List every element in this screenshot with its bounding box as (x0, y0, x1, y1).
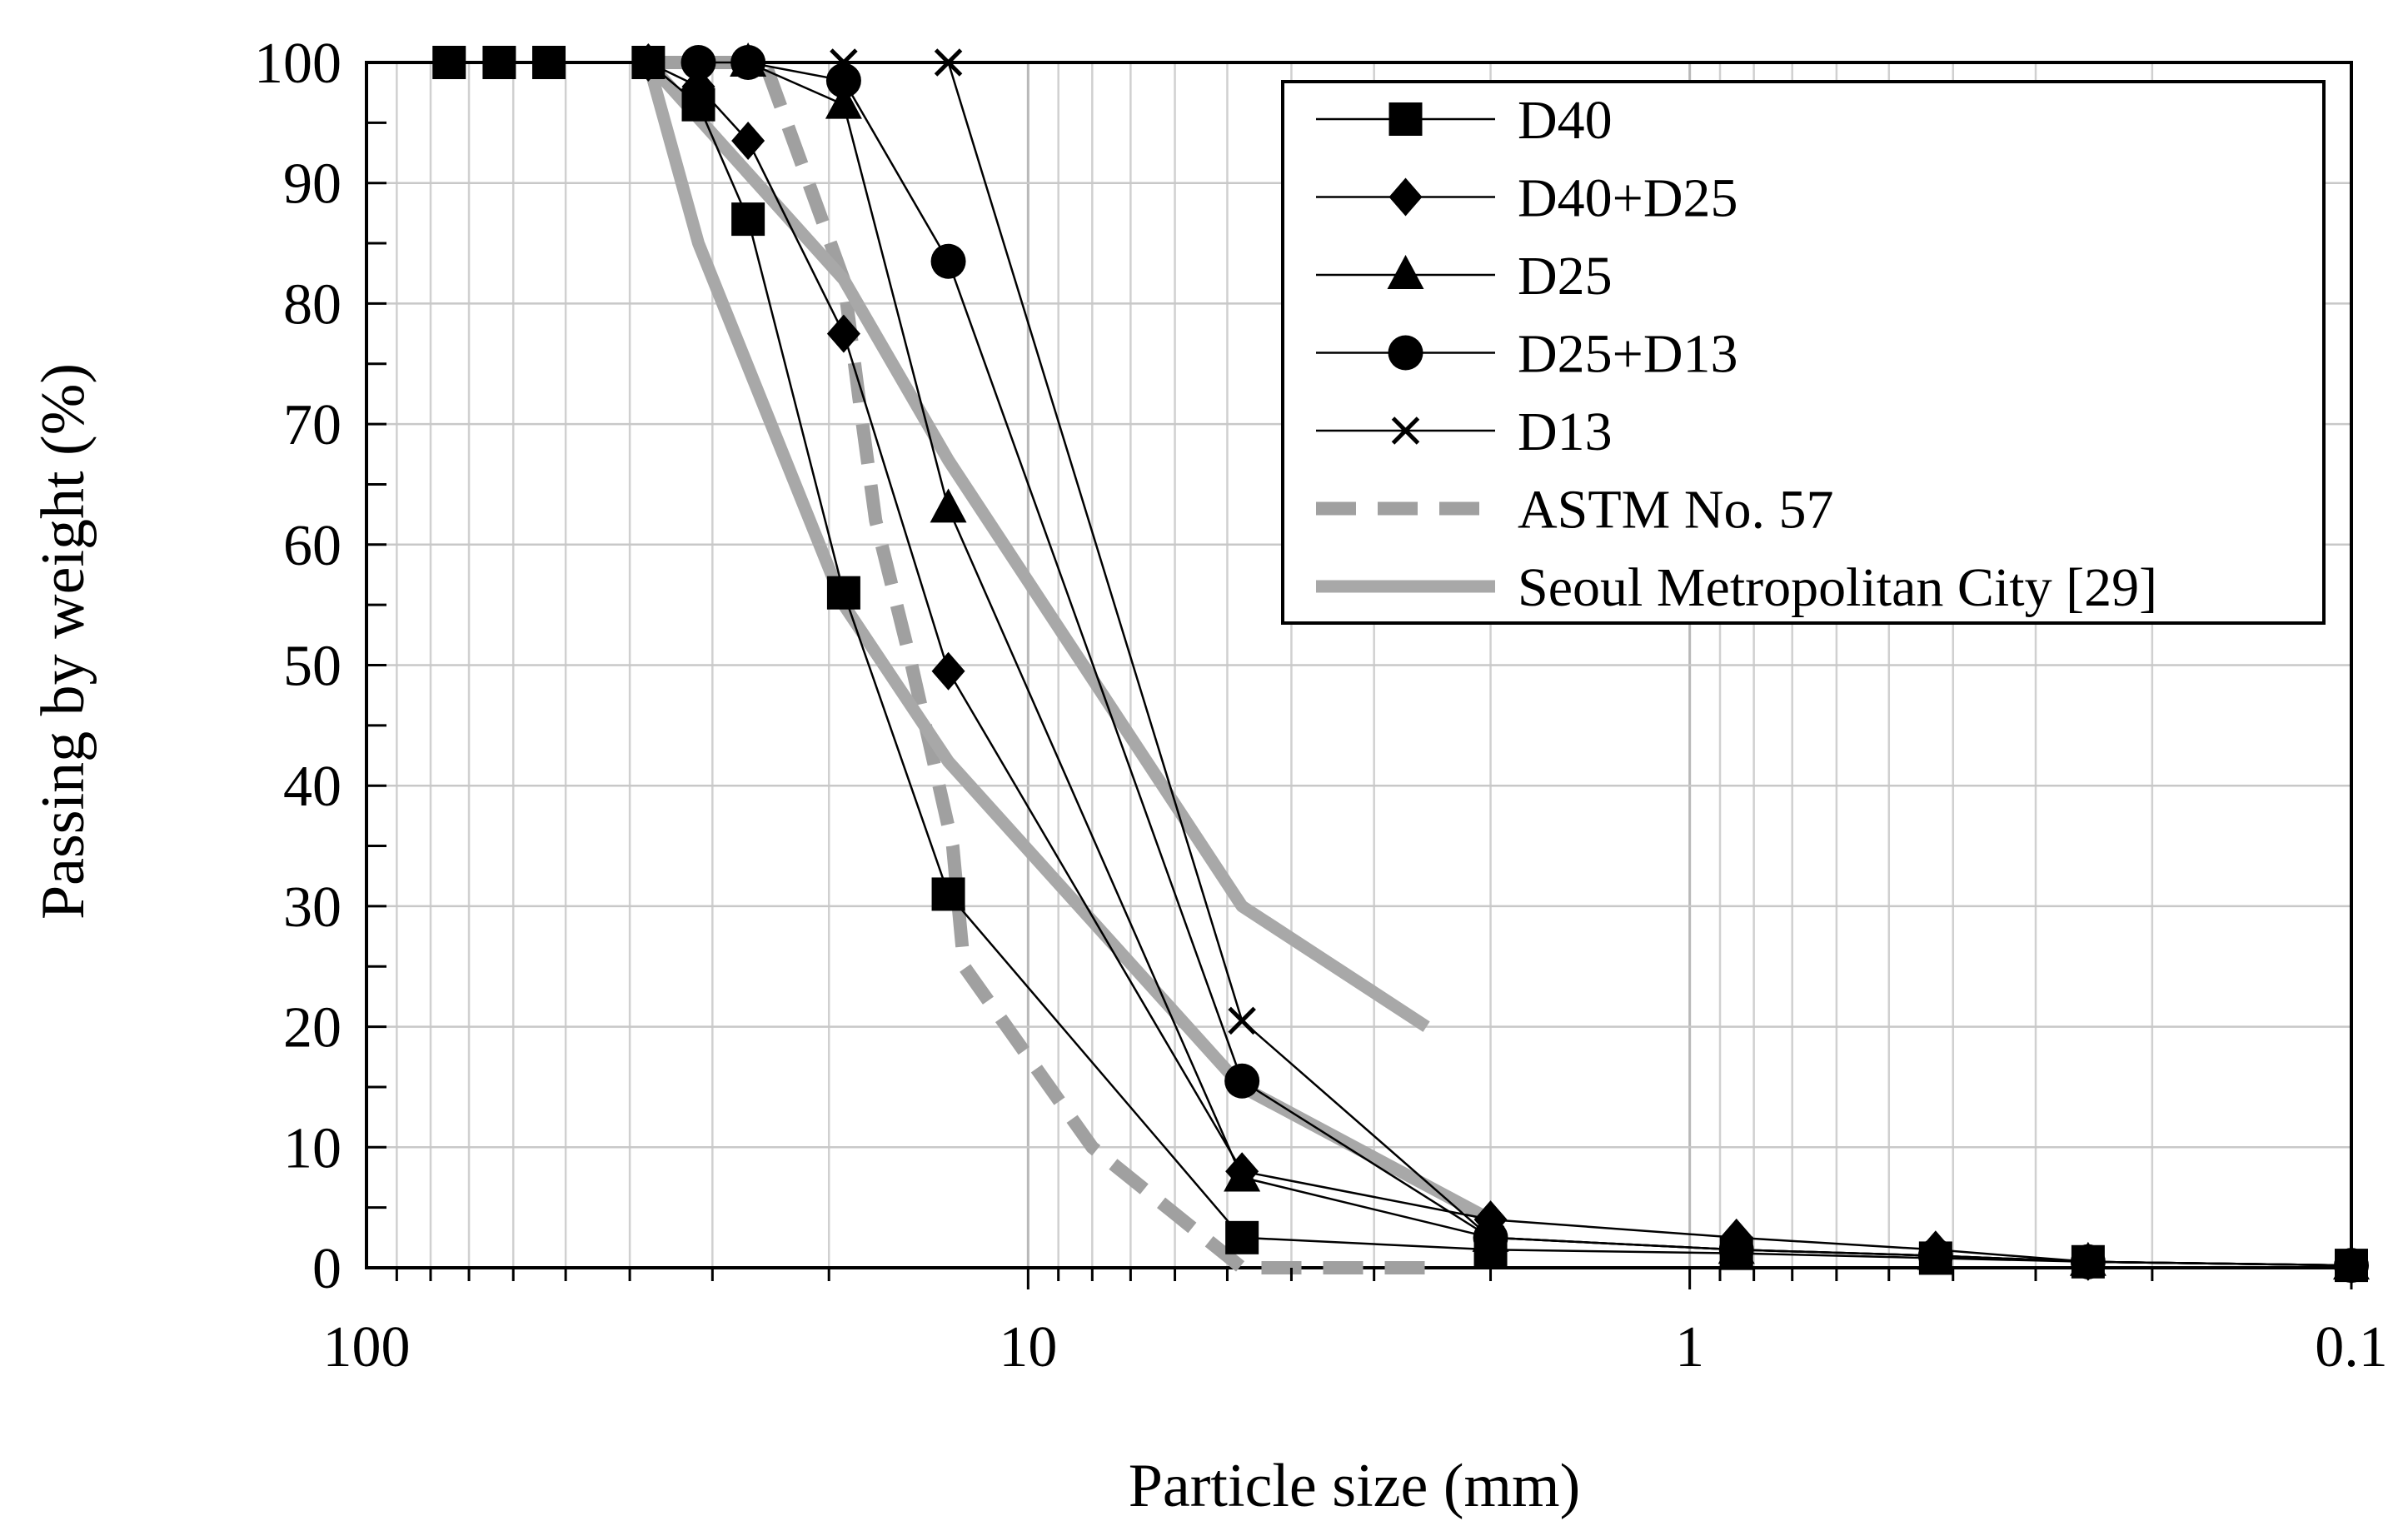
x-marker-stroke (830, 48, 858, 77)
legend-item-d40-d25: D40+D25 (1316, 168, 1738, 229)
legend-label: D25 (1518, 246, 1613, 307)
legend-label: ASTM No. 57 (1518, 480, 1834, 541)
y-tick-label: 20 (283, 996, 342, 1060)
legend-label: D40 (1518, 90, 1613, 151)
legend-item-astm-no-57: ASTM No. 57 (1316, 480, 1834, 541)
legend-item-seoul-metropolitan-city-29: Seoul Metropolitan City [29] (1316, 557, 2157, 618)
data-point-d25 (1224, 1157, 1261, 1192)
data-point-d25-d13 (930, 243, 966, 279)
x-axis-title: Particle size (mm) (1129, 1452, 1580, 1520)
legend-label: D13 (1518, 401, 1613, 462)
data-point-d25-d13 (825, 62, 861, 98)
data-point-d40 (931, 877, 965, 911)
series-seoul-metropolitan-city-29 (643, 57, 1430, 1032)
data-point-d25-d13 (1224, 1063, 1260, 1099)
legend-item-d40: D40 (1316, 90, 1613, 151)
data-point-d40 (1225, 1220, 1259, 1254)
series-astm-no-57 (648, 56, 1443, 1274)
x-tick-label: 100 (323, 1315, 411, 1379)
y-axis-title: Passing by weight (%) (29, 363, 97, 920)
y-tick-label: 0 (312, 1237, 342, 1301)
data-point-d40-d25 (631, 43, 666, 82)
legend-label: D40+D25 (1518, 168, 1738, 229)
series-d13 (830, 48, 2366, 1279)
legend-label: D25+D13 (1518, 324, 1738, 385)
data-point-d13 (2337, 1251, 2366, 1279)
data-point-d25 (930, 488, 967, 523)
data-point-d13 (830, 48, 858, 77)
legend-item-d25-d13: D25+D13 (1316, 324, 1738, 385)
y-tick-label: 80 (283, 272, 342, 337)
data-point-d25-d13 (730, 45, 766, 80)
legend-swatch-marker (1388, 102, 1423, 136)
x-marker-stroke (1228, 1006, 1256, 1035)
data-point-d40-d25 (931, 651, 965, 691)
x-tick-label: 1 (1675, 1315, 1704, 1379)
y-tick-label: 10 (283, 1116, 342, 1180)
data-point-d25-d13 (681, 45, 716, 80)
data-point-d13 (1922, 1241, 1950, 1270)
data-point-d13 (1228, 1006, 1256, 1035)
x-marker-stroke (934, 48, 963, 77)
data-point-d13 (2074, 1247, 2102, 1276)
series-line-seoul-metropolitan-city-29 (643, 57, 1430, 1032)
data-point-d13 (934, 48, 963, 77)
y-tick-label: 50 (283, 635, 342, 699)
y-tick-label: 30 (283, 875, 342, 940)
legend-swatch-marker (1388, 177, 1423, 217)
x-marker-stroke (2337, 1251, 2366, 1279)
x-marker-stroke (1922, 1241, 1950, 1270)
y-tick-label: 70 (283, 393, 342, 457)
y-tick-label: 100 (254, 32, 342, 96)
legend-label: Seoul Metropolitan City [29] (1518, 557, 2157, 618)
data-point-d25 (825, 84, 862, 119)
x-marker-stroke (1722, 1235, 1751, 1264)
data-point-d40 (826, 576, 860, 610)
data-point-d13 (1722, 1235, 1751, 1264)
series-seoul-metropolitan-city-29 (642, 60, 1494, 1225)
legend-box (1281, 80, 2326, 625)
series-line-astm-no-57 (648, 56, 1443, 1274)
series-line-seoul-metropolitan-city-29 (642, 60, 1494, 1225)
y-tick-label: 90 (283, 152, 342, 217)
x-tick-label: 10 (999, 1315, 1057, 1379)
y-tick-label: 60 (283, 514, 342, 578)
legend-swatch-marker (1387, 255, 1424, 289)
series-group (432, 42, 2370, 1285)
data-point-d40 (482, 46, 516, 79)
data-point-d40 (432, 46, 466, 79)
x-marker-stroke (1476, 1224, 1505, 1252)
data-point-d40-d25 (826, 314, 860, 353)
legend-item-d13: D13 (1316, 401, 1613, 462)
y-tick-label: 40 (283, 755, 342, 819)
series-line-d13 (843, 61, 2352, 1267)
legend-swatch-marker (1388, 335, 1423, 371)
data-point-d13 (1476, 1224, 1505, 1252)
axis-ticks: 0 10 20 30 40 50 60 70 80 90 100 100 10 1 0.1 (254, 32, 2388, 1379)
x-marker-stroke (2074, 1247, 2102, 1276)
legend: D40 D40+D25 D25 D25+D13 D13 ASTM No. 57 Seoul … (1281, 80, 2326, 625)
data-point-d40-d25 (731, 122, 765, 161)
legend-item-d25: D25 (1316, 246, 1613, 307)
legend-swatch-marker (1391, 416, 1420, 445)
data-point-d40 (532, 46, 566, 79)
data-point-d40 (731, 202, 765, 237)
x-marker-stroke (1391, 416, 1420, 445)
x-tick-label: 0.1 (2315, 1315, 2388, 1379)
